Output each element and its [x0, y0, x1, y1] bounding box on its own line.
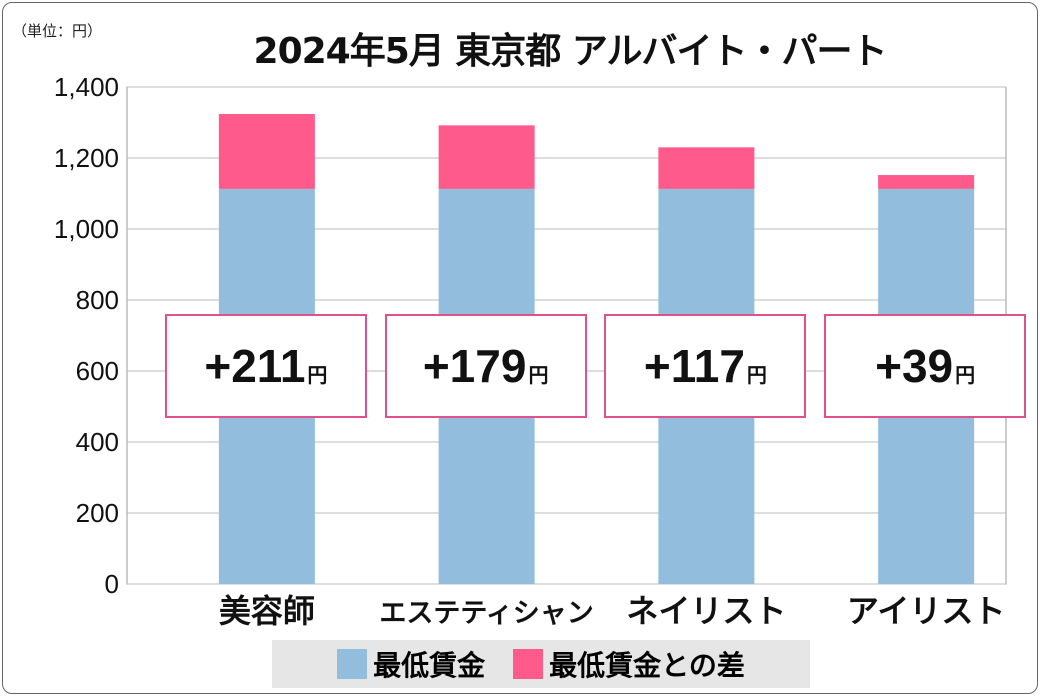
chart-title: 2024年5月 東京都 アルバイト・パート: [253, 31, 888, 72]
y-tick-label: 800: [76, 285, 119, 315]
x-tick-label: ネイリスト: [626, 592, 786, 630]
difference-label: +117 円: [604, 314, 807, 418]
bar-difference: [438, 125, 535, 189]
yen-unit: 円: [528, 362, 549, 387]
yen-unit: 円: [307, 362, 328, 387]
yen-unit: 円: [746, 362, 767, 387]
difference-value: +117: [643, 340, 745, 392]
y-tick-label: 200: [76, 498, 119, 528]
legend-item-difference: 最低賃金との差: [513, 644, 745, 684]
difference-label: +179 円: [384, 314, 587, 418]
legend-item-minimum-wage: 最低賃金: [337, 644, 485, 684]
difference-value: +211: [204, 340, 306, 392]
difference-label: +39 円: [824, 314, 1027, 418]
bar-difference: [658, 147, 755, 189]
x-tick-label: アイリスト: [847, 592, 1005, 630]
difference-label: +211 円: [164, 314, 367, 418]
difference-value: +179: [422, 340, 527, 392]
y-tick-label: 1,000: [54, 214, 119, 244]
legend-swatch: [337, 649, 368, 679]
y-tick-label: 0: [105, 569, 119, 599]
x-tick-label: エステティシャン: [379, 598, 593, 629]
y-tick-label: 1,200: [54, 143, 119, 173]
y-tick-label: 400: [76, 427, 119, 457]
legend-swatch: [513, 649, 544, 679]
yen-unit: 円: [955, 362, 976, 387]
legend: 最低賃金 最低賃金との差: [272, 640, 810, 688]
bar-difference: [878, 175, 975, 189]
bar-difference: [218, 113, 315, 189]
y-tick-label: 600: [76, 356, 119, 386]
unit-label: （単位：円）: [12, 22, 103, 40]
difference-value: +39: [875, 340, 954, 392]
x-tick-label: 美容師: [219, 592, 315, 630]
y-tick-label: 1,400: [54, 72, 119, 102]
